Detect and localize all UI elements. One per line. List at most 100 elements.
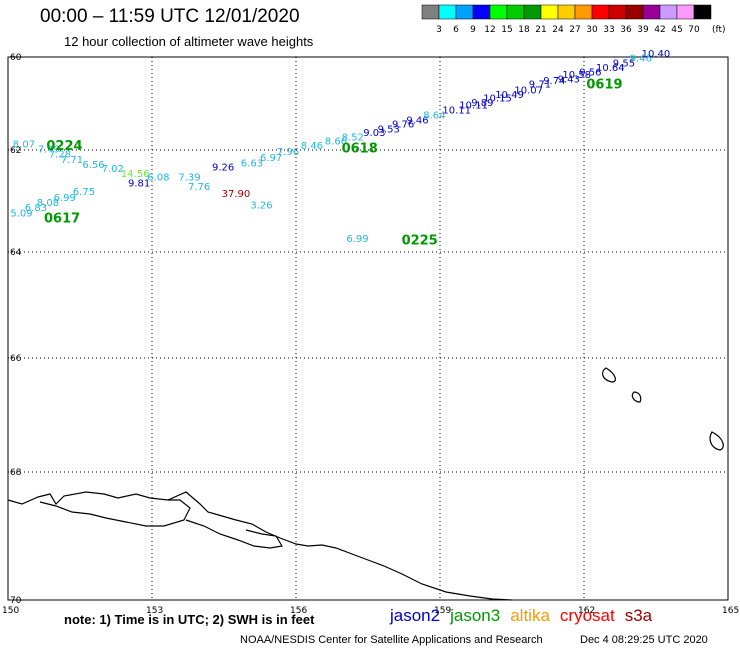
pass-time-label: 0618 [342,142,378,157]
legend-item-s3a: s3a [624,606,653,625]
colorbar-label: 45 [671,25,682,35]
wave-height-label: 10.58 [562,70,591,81]
wave-height-colorbar: 3 6 9 12 15 18 21 24 27 30 33 36 39 42 45 70 (ft) [421,4,726,35]
wave-height-label: 9.56 [579,68,601,79]
legend-item-altika: altika [510,606,550,625]
lon-tick-label: 153 [146,606,163,616]
wave-height-label: 7.28 [49,150,71,161]
pass-time-label: 0225 [402,233,438,248]
wave-height-label: 8.46 [301,141,323,152]
wave-height-label: 9.71 [529,80,551,91]
wave-height-label: 14.56 [121,169,150,180]
wave-height-label: 8.07 [13,140,35,151]
wave-height-label: 9.43 [558,75,580,86]
lat-tick-label: 64 [10,248,22,258]
colorbar-swatch [659,4,678,20]
colorbar-label: 12 [484,25,495,35]
colorbar-label: 39 [637,25,649,35]
lat-tick-label: 60 [10,53,22,63]
wave-height-label: 9.46 [630,54,652,65]
generation-timestamp: Dec 4 08:29:25 UTC 2020 [580,634,708,646]
wave-height-label: 5.09 [10,208,32,219]
wave-height-label: 9.46 [406,115,428,126]
wave-height-label: 9.76 [392,120,414,131]
wave-height-label: 6.75 [73,187,95,198]
colorbar-label: 9 [470,25,476,35]
colorbar-swatch [608,4,627,20]
wave-height-label: 9.55 [613,58,635,69]
colorbar-unit: (ft) [712,25,726,35]
wave-height-label: 6.99 [54,193,76,204]
map-subtitle: 12 hour collection of altimeter wave hei… [64,34,314,49]
antarctic-coastline [7,367,724,601]
legend-item-jason2: jason2 [390,606,441,625]
pass-time-label: 0224 [46,139,82,154]
wave-height-label: 8.64 [423,110,445,121]
colorbar-swatch [642,4,661,20]
wave-height-label: 10.64 [596,63,625,74]
wave-height-label: 10.11 [442,106,471,117]
colorbar-swatch [421,4,440,20]
wave-height-label: 8.52 [342,133,364,144]
legend-item-cryosat: cryosat [559,606,615,625]
colorbar-label: 70 [688,25,700,35]
colorbar-label: 27 [569,25,580,35]
wave-height-label: 8.08 [37,198,59,209]
colorbar-swatch [591,4,610,20]
wave-height-label: 9.26 [212,162,234,173]
map-title: 00:00 – 11:59 UTC 12/01/2020 [40,6,300,27]
colorbar-label: 18 [518,25,530,35]
pass-time-labels: 0224 0617 0618 0619 0225 [44,78,623,249]
colorbar-swatch [455,4,474,20]
wave-height-label: 10.11 [459,101,488,112]
pass-time-label: 0617 [44,211,80,226]
wave-height-label: 7.02 [102,164,124,175]
lat-tick-label: 66 [10,354,22,364]
wave-height-label: 6.08 [147,173,169,184]
wave-height-label: 7.39 [178,173,200,184]
lat-tick-label: 62 [10,146,21,156]
units-note: note: 1) Time is in UTC; 2) SWH is in fe… [64,612,315,627]
wave-height-label: 9.89 [471,98,493,109]
colorbar-swatch [540,4,559,20]
colorbar-label: 6 [453,25,459,35]
wave-height-label: 6.63 [241,158,263,169]
wave-height-label: 10.49 [495,90,524,101]
colorbar-swatch [489,4,508,20]
lat-tick-label: 70 [10,596,22,606]
wave-height-label: 10.40 [642,49,671,60]
credit-line: NOAA/NESDIS Center for Satellite Applica… [240,634,543,646]
colorbar-label: 3 [436,25,442,35]
pass-time-label: 0619 [586,78,622,93]
wave-height-label: 9.53 [378,124,400,135]
colorbar-swatch [625,4,644,20]
wave-height-label: 9.03 [363,128,385,139]
colorbar-label: 21 [535,25,546,35]
colorbar-label: 33 [603,25,614,35]
wave-height-label: 9.81 [128,179,150,190]
colorbar-swatch [438,4,457,20]
colorbar-label: 42 [654,25,665,35]
map-gridlines [8,57,728,600]
lon-tick-label: 150 [2,606,19,616]
legend-item-jason3: jason3 [450,606,501,625]
colorbar-label: 30 [586,25,598,35]
wave-height-label: 3.26 [250,201,272,212]
colorbar-swatch [506,4,525,20]
colorbar-swatch [574,4,593,20]
lon-tick-label: 156 [290,606,307,616]
wave-height-label: 9.74 [543,76,565,87]
wave-height-label: 7.96 [277,147,299,158]
lon-tick-label: 159 [434,606,451,616]
colorbar-label: 15 [501,25,512,35]
colorbar-swatch [557,4,576,20]
colorbar-label: 36 [620,25,632,35]
lat-tick-label: 68 [10,468,22,478]
wave-height-label: 6.97 [260,153,282,164]
wave-height-label: 37.90 [222,189,251,200]
lon-tick-label: 162 [578,606,595,616]
map-frame [7,56,729,601]
wave-height-label: 6.83 [25,203,47,214]
wave-height-label: 10.15 [483,94,512,105]
